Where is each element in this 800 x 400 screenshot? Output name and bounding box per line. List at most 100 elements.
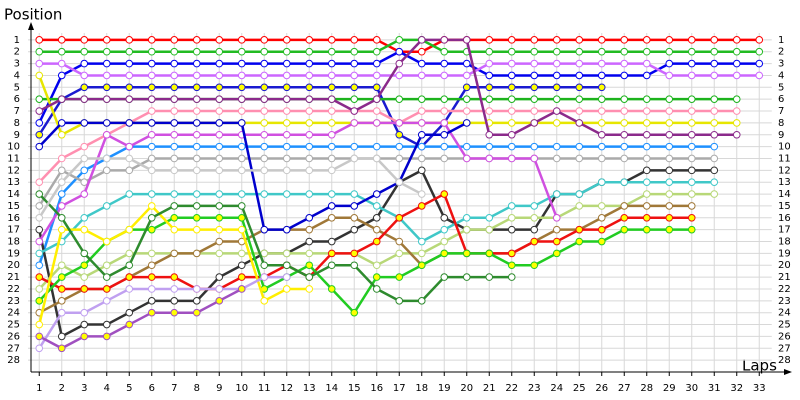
lap-marker <box>620 107 629 115</box>
lap-marker <box>35 213 44 222</box>
lap-marker <box>57 308 66 317</box>
lap-marker <box>350 83 359 92</box>
lap-marker <box>395 36 404 44</box>
y-axis-title: Position <box>4 6 62 24</box>
lap-marker <box>732 36 741 44</box>
lap-marker <box>620 225 629 234</box>
lap-marker <box>170 83 179 92</box>
lap-marker <box>260 130 269 139</box>
lap-marker <box>237 154 246 163</box>
lap-marker <box>192 225 201 234</box>
lap-marker <box>575 59 584 68</box>
lap-marker <box>237 59 246 68</box>
lap-marker <box>530 261 539 270</box>
lap-marker <box>642 107 651 115</box>
series <box>35 59 764 80</box>
y-tick-label: 3 <box>14 59 20 70</box>
lap-marker <box>215 107 224 115</box>
lap-marker <box>192 130 201 139</box>
series <box>35 190 516 305</box>
lap-marker <box>305 83 314 92</box>
series <box>35 285 246 353</box>
y-tick-label: 17 <box>7 225 20 236</box>
lap-marker <box>552 225 561 234</box>
series-line <box>38 193 512 303</box>
y-tick-label: 24 <box>7 308 20 319</box>
lap-marker <box>102 166 111 175</box>
lap-marker <box>417 249 426 258</box>
lap-marker <box>665 59 674 68</box>
x-tick-label: 10 <box>235 383 248 394</box>
lap-marker <box>372 225 381 234</box>
lap-marker <box>215 273 224 281</box>
lap-marker <box>260 273 269 281</box>
lap-marker <box>665 154 674 163</box>
lap-marker <box>102 36 111 44</box>
lap-marker <box>215 166 224 175</box>
lap-marker <box>170 213 179 222</box>
series <box>35 47 764 127</box>
lap-marker <box>665 202 674 210</box>
lap-marker <box>192 107 201 115</box>
lap-marker <box>147 261 156 270</box>
lap-marker <box>507 47 516 56</box>
lap-marker <box>170 249 179 258</box>
lap-marker <box>417 95 426 103</box>
lap-marker <box>507 249 516 258</box>
series <box>35 273 291 353</box>
lap-marker <box>485 83 494 92</box>
lap-marker <box>710 36 719 44</box>
lap-marker <box>35 190 44 198</box>
lap-marker <box>215 71 224 80</box>
lap-marker <box>282 95 291 103</box>
lap-marker <box>305 261 314 270</box>
lap-marker <box>260 107 269 115</box>
lap-marker <box>530 119 539 127</box>
lap-marker <box>687 202 696 210</box>
lap-marker <box>260 59 269 68</box>
lap-marker <box>237 202 246 210</box>
lap-marker <box>170 273 179 281</box>
y-tick-label: 11 <box>7 153 20 164</box>
lap-marker <box>395 213 404 222</box>
lap-marker <box>215 249 224 258</box>
lap-marker <box>102 130 111 139</box>
x-tick-label: 13 <box>303 383 316 394</box>
y-tick-label-right: 3 <box>778 59 784 70</box>
lap-marker <box>462 273 471 281</box>
lap-marker <box>192 36 201 44</box>
lap-marker <box>282 273 291 281</box>
lap-marker <box>732 119 741 127</box>
lap-marker <box>597 107 606 115</box>
y-tick-label-right: 24 <box>778 308 791 319</box>
lap-marker <box>192 119 201 127</box>
lap-marker <box>395 95 404 103</box>
y-tick-label: 16 <box>7 213 20 224</box>
lap-marker <box>215 36 224 44</box>
y-tick-label-right: 4 <box>778 70 784 81</box>
lap-marker <box>395 273 404 281</box>
lap-marker <box>170 71 179 80</box>
lap-marker <box>192 83 201 92</box>
lap-marker <box>665 225 674 234</box>
lap-marker <box>305 249 314 258</box>
lap-marker <box>710 59 719 68</box>
lap-marker <box>125 308 134 317</box>
lap-marker <box>102 297 111 305</box>
lap-marker <box>102 119 111 127</box>
lap-marker <box>147 273 156 281</box>
lap-marker <box>305 285 314 293</box>
lap-marker <box>642 142 651 151</box>
lap-marker <box>575 95 584 103</box>
lap-marker <box>80 119 89 127</box>
lap-marker <box>57 202 66 210</box>
lap-marker <box>687 59 696 68</box>
lap-marker <box>192 95 201 103</box>
lap-marker <box>260 71 269 80</box>
lap-marker <box>507 202 516 210</box>
lap-marker <box>192 142 201 151</box>
lap-marker <box>57 71 66 80</box>
x-tick-label: 14 <box>325 383 338 394</box>
lap-marker <box>687 95 696 103</box>
lap-marker <box>642 95 651 103</box>
